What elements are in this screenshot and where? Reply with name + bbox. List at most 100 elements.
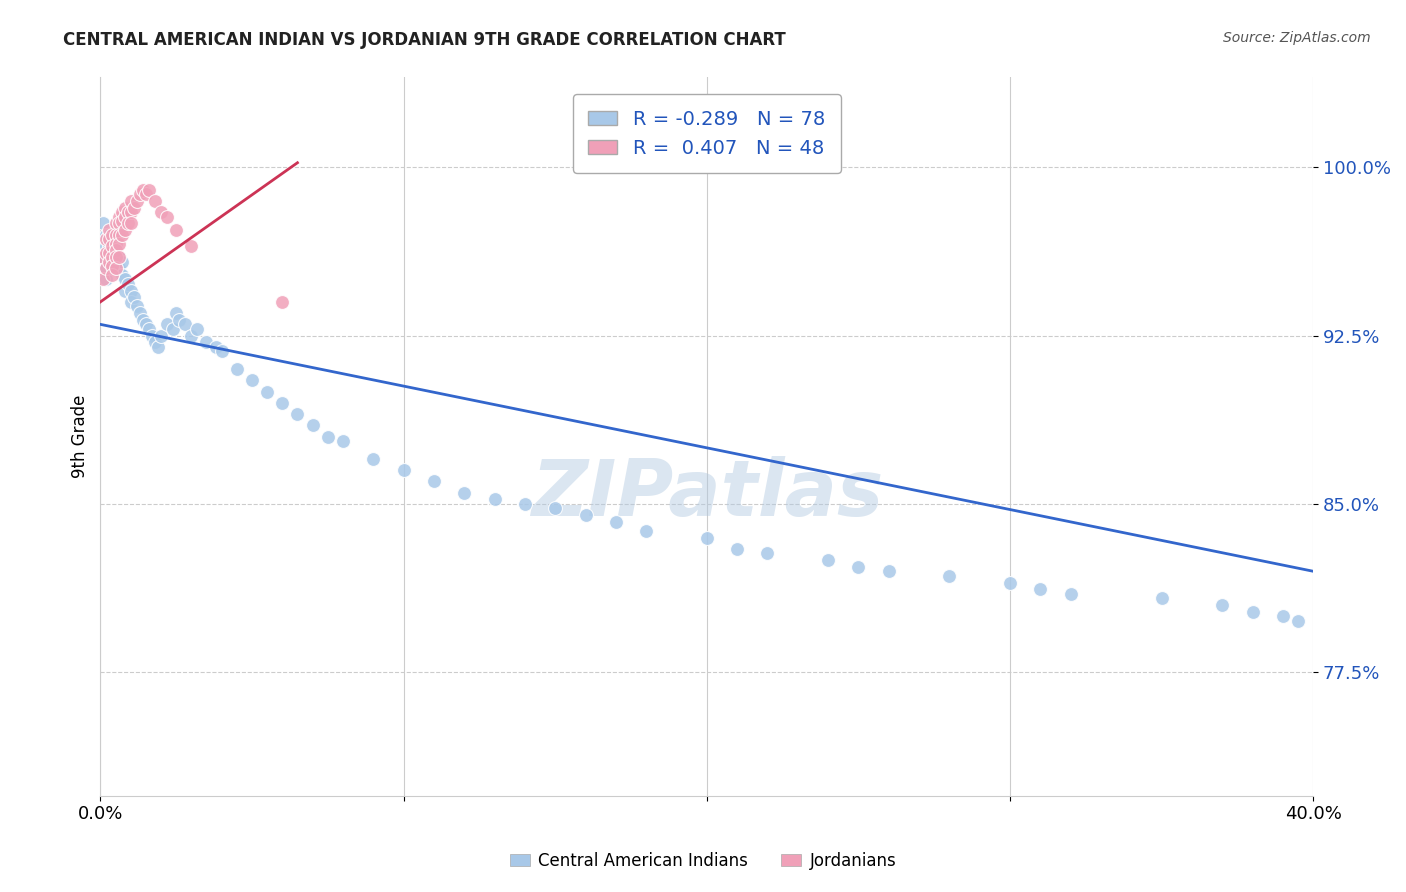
Point <box>135 318 157 332</box>
Point <box>1150 591 1173 606</box>
Point <box>132 313 155 327</box>
Point <box>122 290 145 304</box>
Point <box>195 335 218 350</box>
Point <box>96 272 118 286</box>
Point <box>453 485 475 500</box>
Point <box>98 223 121 237</box>
Point <box>605 515 627 529</box>
Point <box>156 318 179 332</box>
Point <box>150 328 173 343</box>
Y-axis label: 9th Grade: 9th Grade <box>72 395 89 478</box>
Point <box>240 374 263 388</box>
Point <box>117 205 139 219</box>
Point <box>96 261 118 276</box>
Point <box>98 245 121 260</box>
Point <box>143 335 166 350</box>
Point <box>256 384 278 399</box>
Point <box>120 194 142 208</box>
Point <box>104 261 127 276</box>
Text: ZIPatlas: ZIPatlas <box>530 456 883 532</box>
Point <box>114 210 136 224</box>
Point <box>96 227 118 242</box>
Point <box>120 205 142 219</box>
Point <box>104 227 127 242</box>
Point <box>1241 605 1264 619</box>
Point <box>96 245 118 260</box>
Point <box>848 559 870 574</box>
Point <box>938 568 960 582</box>
Point <box>138 183 160 197</box>
Point <box>107 210 129 224</box>
Point <box>225 362 247 376</box>
Point <box>120 216 142 230</box>
Point <box>110 268 132 282</box>
Point <box>101 261 124 276</box>
Point <box>98 254 121 268</box>
Point <box>167 313 190 327</box>
Point <box>544 501 567 516</box>
Point <box>817 553 839 567</box>
Point <box>122 201 145 215</box>
Point <box>696 531 718 545</box>
Point <box>423 475 446 489</box>
Point <box>128 187 150 202</box>
Point <box>107 261 129 276</box>
Point <box>165 223 187 237</box>
Point <box>186 322 208 336</box>
Point <box>120 294 142 309</box>
Point <box>392 463 415 477</box>
Point <box>135 187 157 202</box>
Point <box>110 227 132 242</box>
Point <box>162 322 184 336</box>
Point <box>101 259 124 273</box>
Point <box>114 272 136 286</box>
Point <box>110 254 132 268</box>
Point <box>107 250 129 264</box>
Legend: R = -0.289   N = 78, R =  0.407   N = 48: R = -0.289 N = 78, R = 0.407 N = 48 <box>572 95 841 173</box>
Point <box>93 272 115 286</box>
Point <box>104 250 127 264</box>
Point <box>146 340 169 354</box>
Point <box>101 232 124 246</box>
Point <box>93 250 115 264</box>
Point <box>138 322 160 336</box>
Point <box>361 452 384 467</box>
Point <box>107 227 129 242</box>
Point <box>998 575 1021 590</box>
Point <box>98 250 121 264</box>
Point <box>96 232 118 246</box>
Point <box>114 284 136 298</box>
Point <box>104 244 127 258</box>
Point <box>125 300 148 314</box>
Point <box>287 407 309 421</box>
Point <box>114 223 136 237</box>
Point <box>93 250 115 264</box>
Point <box>110 205 132 219</box>
Point <box>636 524 658 538</box>
Point <box>98 232 121 246</box>
Point <box>877 564 900 578</box>
Point <box>332 434 354 448</box>
Point <box>93 216 115 230</box>
Point <box>211 344 233 359</box>
Point <box>98 227 121 242</box>
Point <box>96 239 118 253</box>
Point <box>104 236 127 251</box>
Point <box>180 239 202 253</box>
Point <box>156 210 179 224</box>
Point <box>271 294 294 309</box>
Point <box>98 239 121 253</box>
Point <box>101 268 124 282</box>
Point <box>107 236 129 251</box>
Point <box>1211 598 1233 612</box>
Point <box>104 261 127 276</box>
Point <box>110 214 132 228</box>
Point <box>1029 582 1052 597</box>
Text: CENTRAL AMERICAN INDIAN VS JORDANIAN 9TH GRADE CORRELATION CHART: CENTRAL AMERICAN INDIAN VS JORDANIAN 9TH… <box>63 31 786 49</box>
Point <box>174 318 197 332</box>
Point <box>180 328 202 343</box>
Point <box>107 250 129 264</box>
Point <box>101 227 124 242</box>
Point <box>101 250 124 264</box>
Point <box>104 250 127 264</box>
